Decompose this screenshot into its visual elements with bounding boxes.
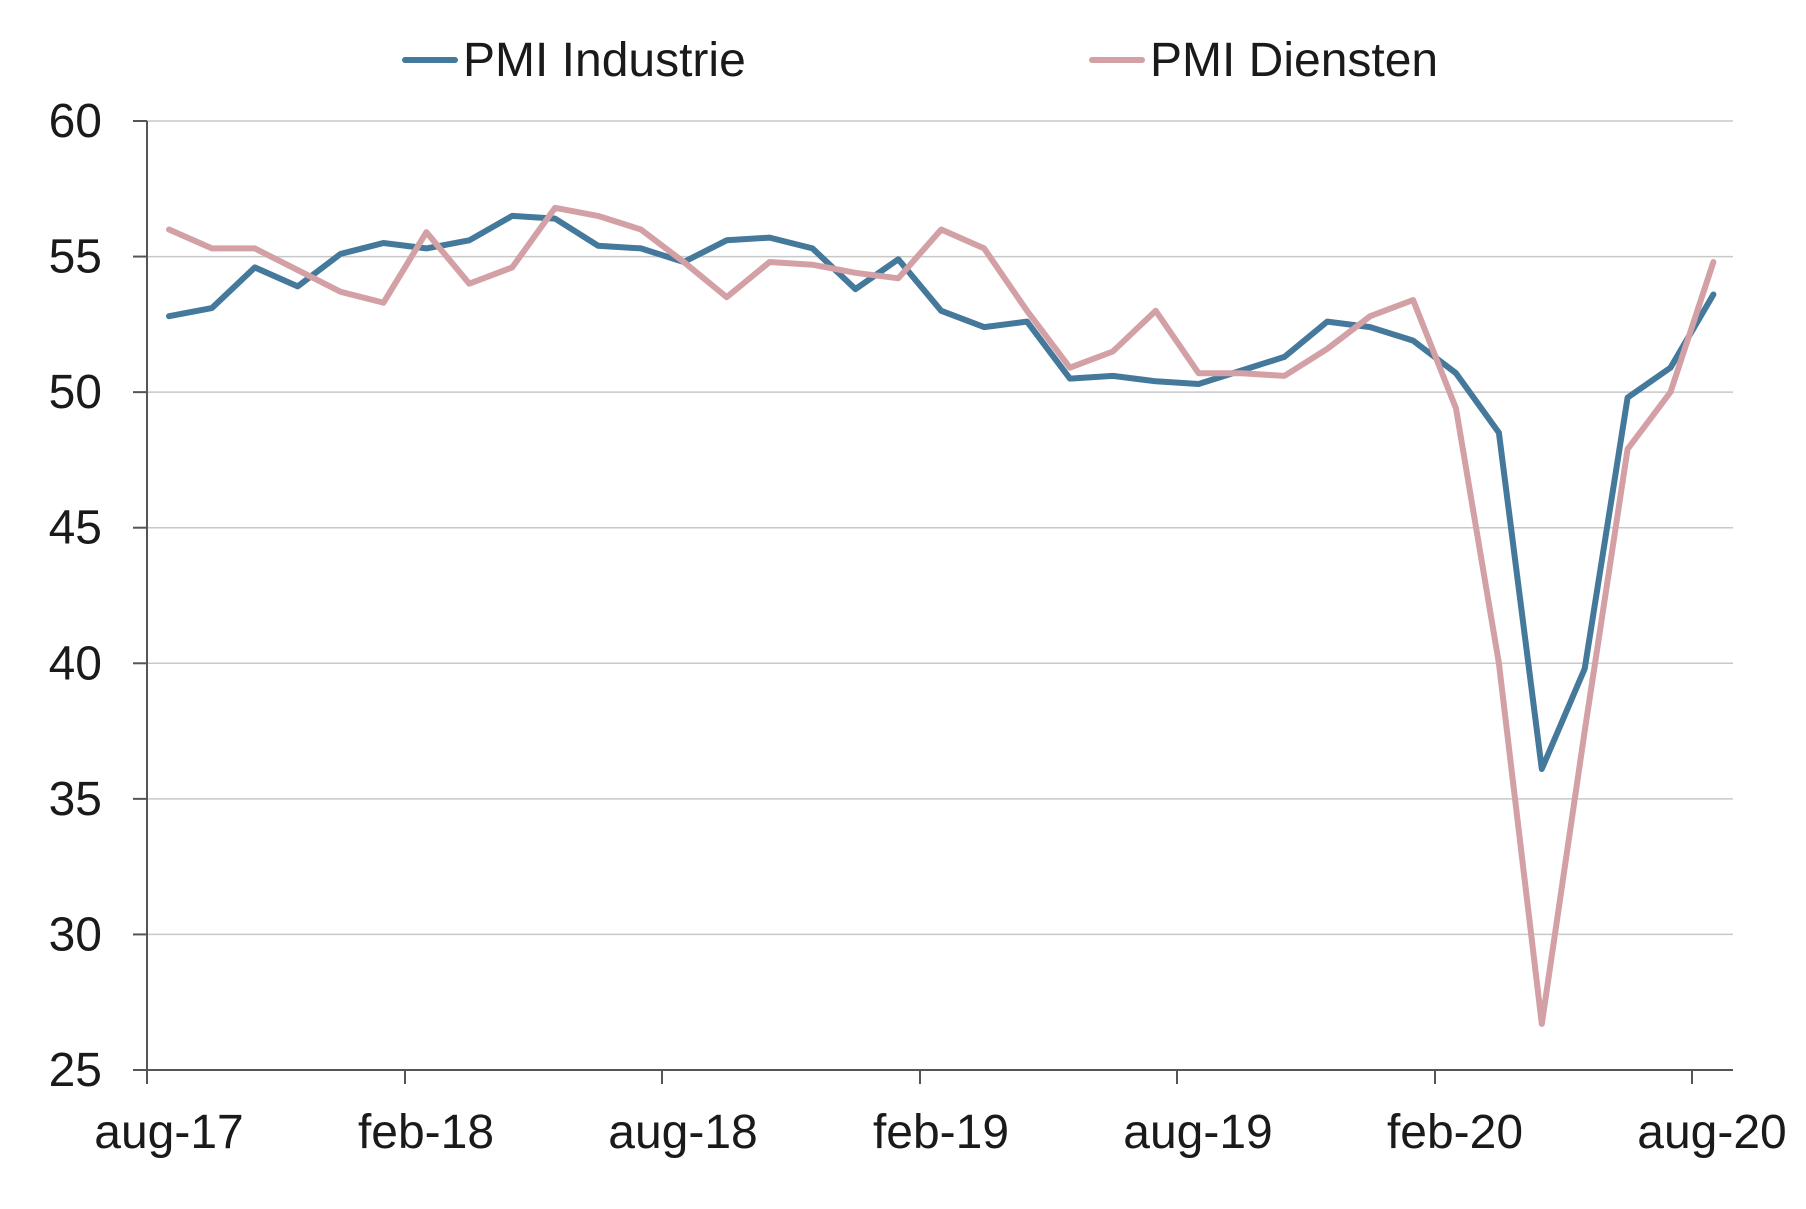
y-tick-label: 50 xyxy=(49,366,102,419)
x-tick-label: feb-18 xyxy=(358,1106,494,1159)
series-line-pmi-industrie xyxy=(166,212,1717,772)
y-tick-label: 25 xyxy=(49,1044,102,1097)
grid xyxy=(147,120,1733,936)
legend-label: PMI Diensten xyxy=(1150,34,1438,87)
x-tick-label: feb-20 xyxy=(1387,1106,1523,1159)
y-tick-label: 55 xyxy=(49,231,102,284)
legend: PMI Industrie PMI Diensten xyxy=(402,34,1438,87)
x-tick-label: aug-20 xyxy=(1637,1106,1786,1159)
series-layer xyxy=(166,204,1717,1027)
x-tick-label: feb-19 xyxy=(873,1106,1009,1159)
y-tick-label: 45 xyxy=(49,502,102,555)
y-tick-label: 60 xyxy=(49,95,102,148)
x-tick-label: aug-17 xyxy=(94,1106,243,1159)
y-tick-label: 30 xyxy=(49,908,102,961)
axes: 25 30 35 40 45 50 55 60 aug-17 feb-18 aug-18 feb-19… xyxy=(49,95,1787,1159)
y-tick-label: 40 xyxy=(49,637,102,690)
x-tick-label: aug-19 xyxy=(1123,1106,1272,1159)
y-tick-label: 35 xyxy=(49,773,102,826)
x-tick-label: aug-18 xyxy=(608,1106,757,1159)
series-line-pmi-diensten xyxy=(166,204,1717,1027)
legend-label: PMI Industrie xyxy=(463,34,746,87)
